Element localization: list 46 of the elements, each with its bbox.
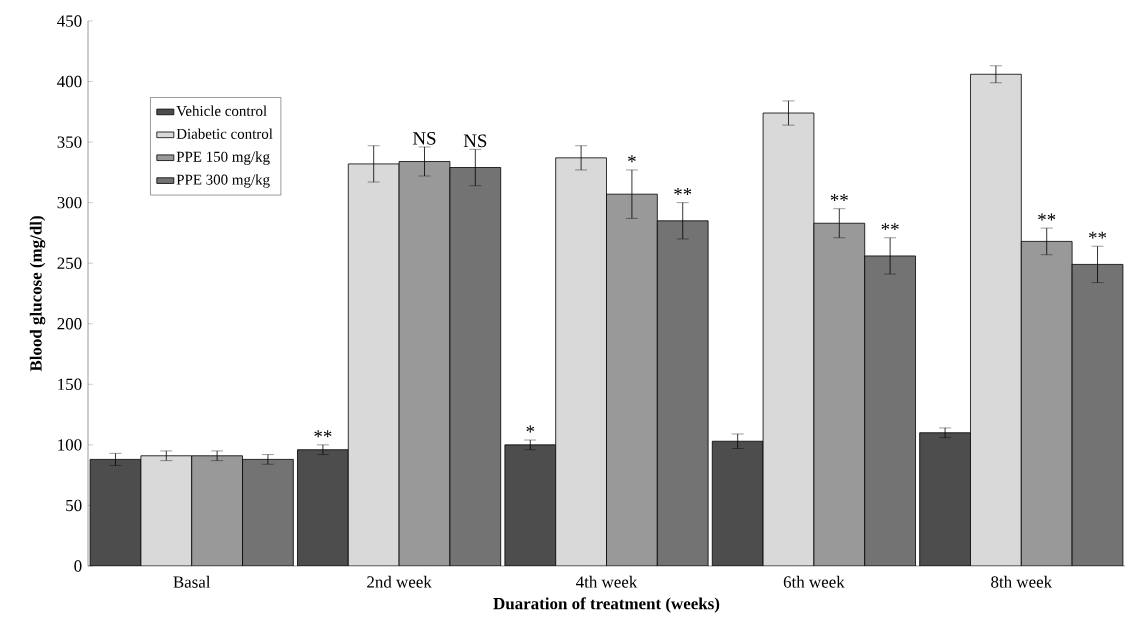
legend-label: Vehicle control [176, 105, 267, 117]
bar [347, 163, 400, 566]
bar [970, 73, 1022, 566]
annotation: ** [1088, 231, 1107, 239]
x-tick-label: Basal [173, 575, 211, 588]
bar [242, 459, 294, 566]
bar [919, 432, 971, 566]
y-axis-title: Blood glucose (mg/dl) [29, 216, 46, 372]
bar [555, 157, 607, 566]
annotation: ** [314, 430, 332, 438]
y-tick-label: 100 [58, 439, 82, 451]
x-axis-title: Duaration of treatment (weeks) [493, 597, 720, 613]
x-tick-label: 6th week [783, 575, 845, 588]
y-tick-label: 450 [57, 15, 82, 27]
legend-label: PPE 300 mg/kg [176, 174, 270, 188]
x-tick-label: 2nd week [367, 575, 432, 588]
bar [449, 167, 502, 566]
bar [504, 444, 557, 566]
y-tick-label: 250 [57, 257, 82, 269]
annotation: ** [674, 188, 692, 195]
y-tick-label: 0 [74, 560, 82, 572]
x-tick-label: 4th week [576, 575, 638, 588]
annotation: * [526, 425, 535, 433]
bar [1071, 264, 1124, 566]
annotation: ** [881, 223, 899, 231]
annotation: ** [1038, 213, 1056, 221]
legend-label: Diabetic control [176, 128, 273, 139]
bar [297, 449, 349, 566]
bar [140, 455, 193, 566]
bar [89, 459, 142, 566]
bar [762, 112, 815, 566]
x-tick-label: 8th week [991, 575, 1053, 588]
y-tick-label: 350 [57, 136, 82, 148]
annotation: * [628, 155, 636, 163]
y-tick-label: 50 [66, 499, 82, 512]
bar [711, 440, 764, 566]
annotation: NS [463, 134, 487, 148]
y-tick-label: 400 [57, 75, 82, 88]
annotation: NS [412, 132, 436, 145]
y-tick-label: 300 [57, 196, 82, 209]
y-tick-label: 200 [57, 318, 82, 330]
bar [864, 255, 916, 566]
bar [656, 220, 709, 566]
annotation: ** [830, 194, 848, 202]
y-tick-label: 150 [58, 378, 82, 391]
legend-label: PPE 150 mg/kg [176, 151, 270, 165]
